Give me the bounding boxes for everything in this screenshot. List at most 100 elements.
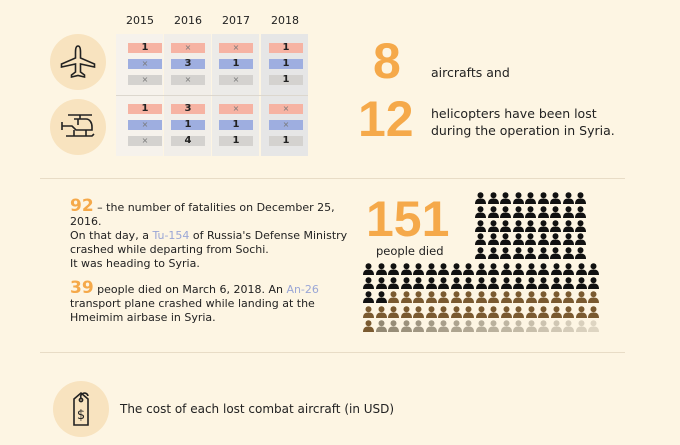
person-icon (463, 320, 474, 332)
person-icon (538, 305, 549, 318)
person-icon (475, 320, 487, 332)
person-icon (588, 320, 599, 332)
person-icon (375, 305, 387, 318)
person-icon (575, 192, 586, 204)
total-deaths-label: people died (376, 244, 444, 258)
person-icon (450, 263, 462, 275)
person-icon (550, 277, 562, 290)
person-icon (500, 247, 511, 260)
plane-cell: 1 (269, 75, 303, 85)
person-icon (588, 305, 599, 318)
person-icon (513, 291, 524, 304)
person-icon (563, 291, 574, 304)
person-icon (512, 206, 524, 218)
person-icon (550, 305, 562, 318)
person-icon (550, 219, 561, 232)
person-icon (388, 305, 399, 318)
plane-cell: 3 (171, 59, 205, 69)
plane-cell: 1 (269, 43, 303, 53)
person-icon (512, 219, 524, 232)
person-icon (550, 291, 562, 304)
person-icon (513, 305, 524, 318)
person-icon (413, 305, 424, 318)
person-icon (500, 320, 512, 332)
person-icon (438, 277, 449, 290)
person-icon (413, 263, 424, 275)
person-icon (563, 263, 574, 275)
tu-model: Tu-154 (152, 229, 190, 242)
person-icon (438, 263, 449, 275)
person-icon (463, 305, 474, 318)
person-icon (550, 192, 561, 204)
person-icon (438, 320, 449, 332)
section-divider-2 (40, 352, 625, 353)
helicopter-cell: 1 (128, 104, 162, 114)
person-icon (550, 320, 562, 332)
person-icon (375, 277, 387, 290)
heli-label-1: helicopters have been lost (431, 106, 597, 121)
person-icon (588, 291, 599, 304)
helicopter-cell: × (128, 120, 162, 130)
person-icon (538, 291, 549, 304)
person-icon (500, 263, 512, 275)
person-icon (525, 291, 537, 304)
plane-circle (50, 34, 106, 90)
person-icon (588, 277, 599, 290)
person-icon (487, 192, 499, 204)
tu-line2b: of Russia's Defense Ministry (189, 229, 348, 242)
person-icon (562, 219, 574, 232)
person-icon (400, 277, 412, 290)
person-icon (500, 277, 512, 290)
an-line2: transport plane crashed while landing at… (70, 297, 315, 310)
person-icon (488, 291, 499, 304)
plane-cell: × (171, 75, 205, 85)
person-icon (563, 305, 574, 318)
plane-cell: × (219, 75, 253, 85)
plane-cell: × (171, 43, 205, 53)
person-icon (588, 263, 599, 275)
an26-fatalities: 39 (70, 278, 94, 298)
price-tag-icon: $ (73, 391, 89, 426)
helicopter-cell: × (128, 136, 162, 146)
person-icon (563, 320, 574, 332)
person-icon (475, 247, 486, 260)
person-icon (512, 247, 524, 260)
person-icon (575, 291, 587, 304)
an-model: An-26 (286, 283, 319, 296)
helicopter-cell: 4 (171, 136, 205, 146)
aircraft-label: aircrafts and (431, 65, 510, 80)
person-icon (425, 277, 437, 290)
person-icon (537, 219, 549, 232)
person-icon (388, 277, 399, 290)
person-icon (550, 263, 562, 275)
person-icon (363, 263, 374, 275)
person-icon (475, 233, 486, 246)
plane-cell: 1 (269, 59, 303, 69)
person-icon (575, 277, 587, 290)
person-icon (525, 277, 537, 290)
person-icon (475, 192, 486, 204)
person-icon (400, 291, 412, 304)
person-icon (563, 277, 574, 290)
plane-cell: 1 (219, 59, 253, 69)
tu154-fatalities: 92 (70, 196, 94, 216)
tu-line4: It was heading to Syria. (70, 257, 200, 270)
person-icon (537, 206, 549, 218)
heli-count: 12 (358, 91, 414, 147)
helicopter-cell: 3 (171, 104, 205, 114)
person-icon (538, 320, 549, 332)
year-2015: 2015 (126, 14, 154, 27)
person-icon (550, 206, 561, 218)
person-icon (562, 192, 574, 204)
helicopter-cell: × (269, 104, 303, 114)
person-icon (575, 233, 586, 246)
person-icon (562, 247, 574, 260)
person-icon (537, 192, 549, 204)
person-icon (363, 291, 374, 304)
person-icon (450, 291, 462, 304)
person-icon (413, 291, 424, 304)
helicopter-cell: 1 (219, 120, 253, 130)
person-icon (550, 233, 561, 246)
person-icon (500, 291, 512, 304)
person-icon (525, 247, 536, 260)
